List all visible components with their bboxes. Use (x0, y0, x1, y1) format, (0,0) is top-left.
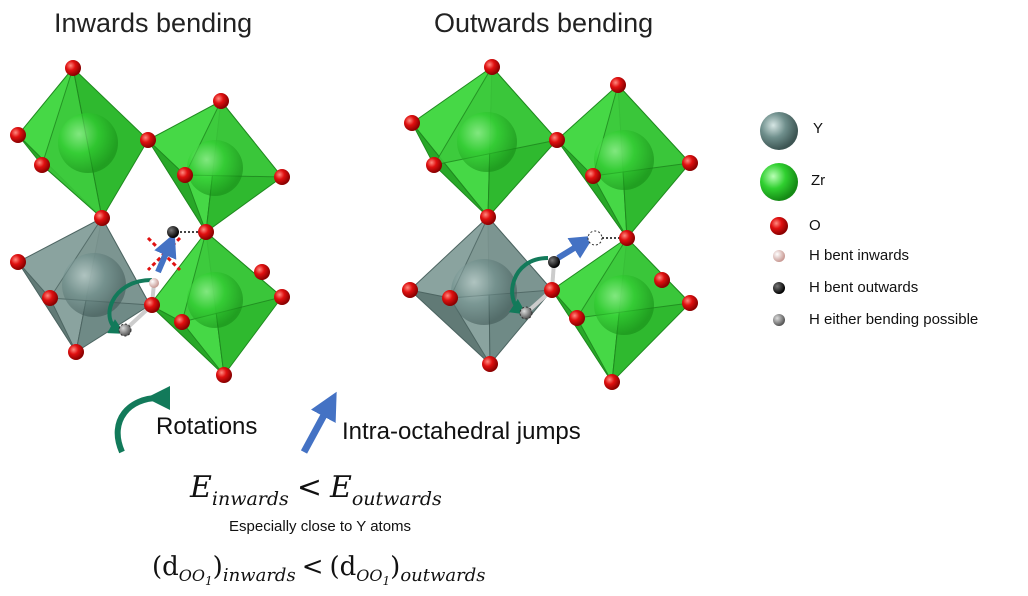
energy-operator: < (296, 470, 322, 505)
distance-left-subsub: 1 (205, 574, 213, 588)
legend-label-y: Y (813, 120, 824, 137)
h-inwards-atom (149, 278, 159, 288)
rotation-arrow (508, 256, 549, 315)
legend-label-h-either: H either bending possible (809, 311, 979, 328)
distance-left-close: ) (212, 552, 223, 582)
h-target-site (587, 230, 603, 246)
zr-octahedron (556, 83, 692, 240)
zr-atom (58, 113, 118, 173)
rotation-arrow (107, 278, 153, 334)
title-outwards-bending: Outwards bending (434, 8, 654, 38)
distance-formula: (dOO1)inwards < (dOO1)outwards (152, 552, 485, 588)
left-structure (10, 60, 290, 383)
energy-right-symbol: E (329, 470, 352, 505)
h-outwards-atom (548, 256, 560, 268)
legend-label-h-inwards: H bent inwards (809, 247, 910, 264)
energy-formula: Einwards < Eoutwards (190, 470, 442, 510)
zr-octahedron (17, 66, 149, 220)
zr-atom (457, 112, 517, 172)
distance-right-open: (d (329, 552, 357, 582)
distance-right-tail: outwards (400, 565, 486, 586)
h-outwards-atom (167, 226, 179, 238)
zr-atom (187, 140, 243, 196)
legend-label-h-outwards: H bent outwards (809, 279, 919, 296)
distance-operator: < (301, 552, 324, 582)
distance-left-tail: inwards (222, 565, 296, 586)
distance-right-sub: OO (356, 566, 383, 585)
zr-octahedron (149, 230, 284, 377)
legend (760, 112, 798, 326)
energy-note: Especially close to Y atoms (229, 518, 412, 535)
jump-arrow (154, 232, 177, 274)
h-either-atom (519, 306, 533, 320)
rotations-label: Rotations (156, 413, 258, 440)
y-octahedron (408, 215, 554, 366)
energy-left-symbol: E (190, 470, 212, 505)
right-structure (402, 59, 698, 390)
o-atom-icon (770, 217, 788, 235)
distance-right-close: ) (390, 552, 401, 582)
energy-right-subscript: outwards (351, 488, 442, 510)
distance-right-subsub: 1 (382, 574, 391, 588)
zr-atom (594, 275, 654, 335)
legend-label-o: O (809, 217, 821, 234)
distance-left-sub: OO (178, 566, 206, 585)
h-either-atom (118, 323, 132, 337)
y-octahedron (17, 216, 151, 354)
zr-atom-icon (760, 163, 798, 201)
y-atom-icon (760, 112, 798, 150)
oxygen-atoms (10, 60, 290, 383)
energy-left-subscript: inwards (211, 488, 289, 510)
zr-octahedron (147, 99, 284, 234)
distance-left-open: (d (152, 552, 179, 582)
y-atom (451, 259, 517, 325)
zr-atom (187, 272, 243, 328)
zr-octahedron (551, 236, 692, 384)
jump-key-arrow (300, 391, 337, 454)
oxygen-atoms (402, 59, 698, 390)
legend-label-zr: Zr (811, 172, 826, 189)
zr-octahedron (411, 65, 558, 219)
h-outwards-icon (773, 282, 785, 294)
title-inwards-bending: Inwards bending (54, 8, 253, 38)
zr-atom (594, 130, 654, 190)
rotation-key-arrow (114, 385, 171, 454)
h-either-icon (773, 314, 785, 326)
y-atom (62, 253, 126, 317)
h-inwards-icon (773, 250, 785, 262)
jump-arrow (556, 235, 595, 261)
jumps-label: Intra-octahedral jumps (342, 418, 581, 445)
